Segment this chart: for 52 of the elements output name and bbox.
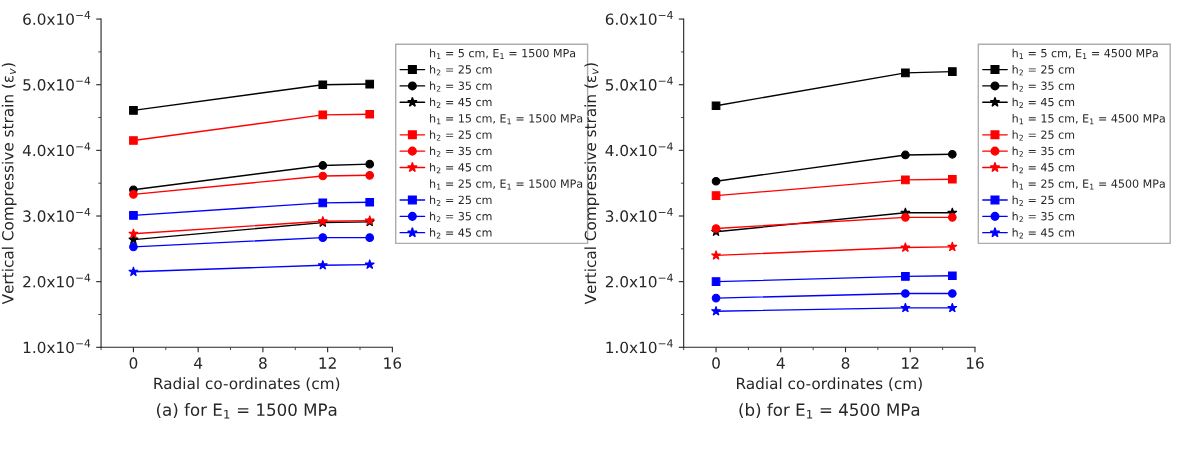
x-tick-label: 0 [712, 357, 720, 369]
y-axis-title: Vertical Compressive strain (ε$_{v}$) [1, 63, 17, 305]
x-axis-title: Radial co-ordinates (cm) [737, 377, 922, 391]
y-tick-label: 6.0x10$^{−4}$ [23, 11, 91, 25]
x-tick-label: 8 [259, 357, 267, 369]
y-tick-label: 3.0x10$^{−4}$ [23, 208, 91, 222]
text: (a) for E$_{1}$ = 1500 MPa [156, 403, 337, 419]
legend-label: h$_{2}$ = 25 cm [430, 130, 492, 141]
legend-label: h$_{2}$ = 25 cm [430, 195, 492, 206]
x-tick-label: 8 [841, 357, 850, 369]
legend-label: h$_{2}$ = 35 cm [430, 81, 492, 92]
y-tick-label: 5.0x10$^{−4}$ [605, 76, 673, 91]
y-tick-label: 1.0x10$^{−4}$ [606, 339, 673, 354]
x-axis-title: Radial co-ordinates (cm) [154, 377, 340, 391]
x-tick-label: 4 [776, 357, 785, 369]
legend-label: h$_{2}$ = 35 cm [1012, 81, 1075, 92]
x-tick-label: 16 [384, 357, 402, 369]
x-tick-label: 4 [194, 357, 203, 369]
x-tick-label: 0 [129, 357, 138, 369]
text: h$_{1}$ = 5 cm, E$_{1}$ = 1500 MPa [430, 48, 576, 59]
text: h$_{1}$ = 15 cm, E$_{1}$ = 4500 MPa [1012, 113, 1165, 125]
legend-label: h$_{2}$ = 25 cm [430, 65, 492, 76]
y-tick-label: 2.0x10$^{−4}$ [605, 273, 673, 288]
text: h$_{1}$ = 25 cm, E$_{1}$ = 4500 MPa [1012, 179, 1165, 190]
x-tick-label: 12 [319, 357, 336, 369]
legend-label: h$_{2}$ = 25 cm [1012, 65, 1075, 76]
y-tick-label: 2.0x10$^{−4}$ [23, 273, 91, 288]
text: h$_{1}$ = 5 cm, E$_{1}$ = 4500 MPa [1012, 48, 1158, 59]
y-tick-label: 1.0x10$^{−4}$ [23, 339, 91, 354]
legend-label: h$_{2}$ = 35 cm [1012, 211, 1075, 223]
text: (b) for E$_{1}$ = 4500 MPa [739, 403, 920, 419]
legend-label: h$_{2}$ = 25 cm [1012, 195, 1075, 206]
legend-label: h$_{2}$ = 35 cm [430, 146, 492, 157]
legend-label: h$_{2}$ = 45 cm [1012, 228, 1075, 239]
legend-label: h$_{2}$ = 35 cm [1012, 146, 1075, 157]
y-tick-label: 3.0x10$^{−4}$ [605, 208, 673, 222]
y-tick-label: 6.0x10$^{−4}$ [605, 11, 673, 25]
x-tick-label: 12 [902, 357, 919, 369]
y-axis-title: Vertical Compressive strain (ε$_{v}$) [584, 63, 600, 305]
y-tick-label: 5.0x10$^{−4}$ [23, 76, 91, 91]
legend-label: h$_{2}$ = 45 cm [430, 97, 492, 108]
legend-label: h$_{2}$ = 45 cm [430, 228, 492, 239]
y-tick-label: 4.0x10$^{−4}$ [605, 142, 673, 157]
x-tick-label: 16 [966, 357, 984, 369]
legend-label: h$_{2}$ = 45 cm [1012, 97, 1075, 108]
legend-label: h$_{2}$ = 45 cm [430, 162, 492, 174]
legend-label: h$_{2}$ = 25 cm [1012, 130, 1075, 141]
y-tick-label: 4.0x10$^{−4}$ [22, 142, 91, 157]
legend-label: h$_{2}$ = 35 cm [430, 211, 492, 223]
text: h$_{1}$ = 15 cm, E$_{1}$ = 1500 MPa [430, 113, 583, 125]
text: h$_{1}$ = 25 cm, E$_{1}$ = 1500 MPa [430, 179, 583, 190]
legend-label: h$_{2}$ = 45 cm [1012, 162, 1075, 174]
